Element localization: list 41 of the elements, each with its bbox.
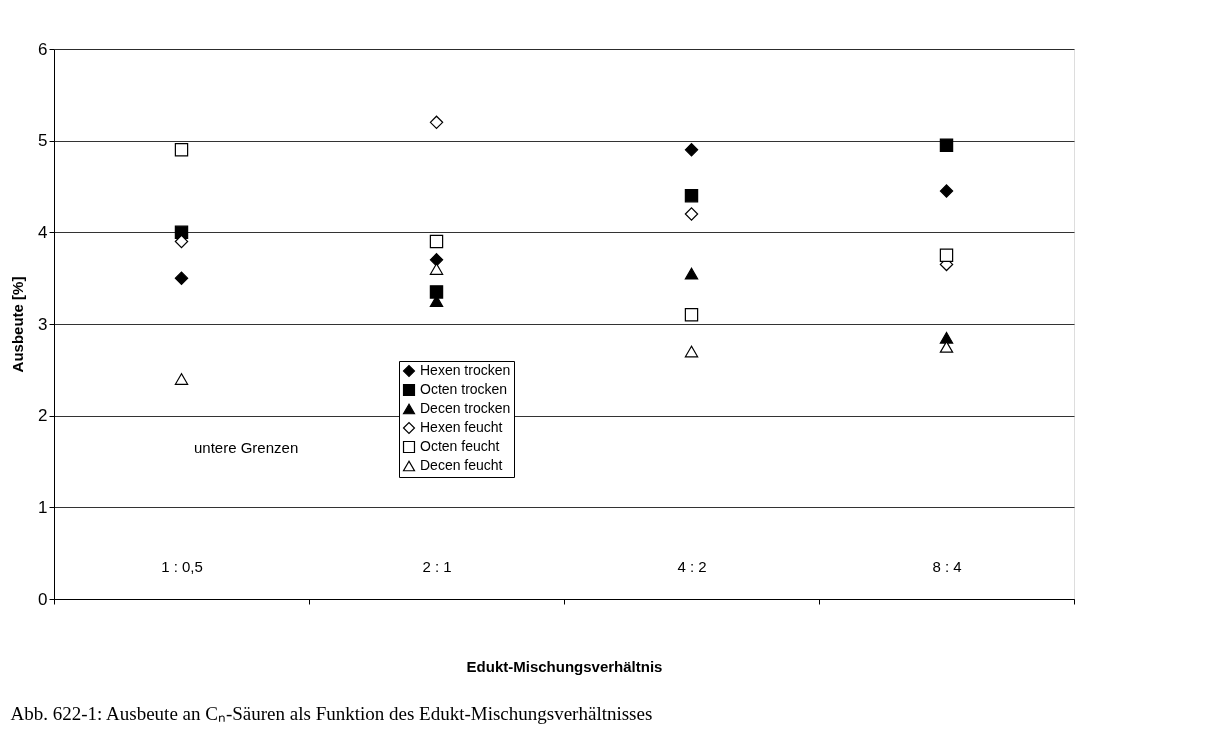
legend-label: Decen trocken <box>420 400 511 416</box>
point <box>174 143 189 157</box>
legend-label: Hexen feucht <box>420 419 503 435</box>
point <box>429 253 444 267</box>
y-tick-label: 0 <box>38 589 48 609</box>
y-tick-label: 5 <box>38 131 48 151</box>
point <box>684 267 699 280</box>
legend-label: Octen trocken <box>420 381 508 397</box>
point <box>939 138 954 152</box>
caption: Abb. 622-1: Ausbeute an Cₙ-Säuren als Funktion des Edukt-Mischungsverhältnisses <box>10 702 653 724</box>
point <box>429 285 444 299</box>
x-tick-label: 8 : 4 <box>932 557 962 575</box>
point <box>684 345 699 358</box>
y-tick-label: 6 <box>38 39 48 59</box>
point <box>684 207 699 221</box>
x-tick-label: 4 : 2 <box>677 557 707 575</box>
point <box>174 271 189 285</box>
legend-label: Octen feucht <box>420 438 500 454</box>
point <box>684 308 699 322</box>
point <box>939 341 954 353</box>
y-tick-label: 1 <box>38 497 48 517</box>
point <box>174 234 189 249</box>
annotation: untere Grenzen <box>194 438 299 456</box>
point <box>684 188 699 203</box>
y-tick-label: 4 <box>38 222 48 242</box>
point <box>174 373 189 385</box>
point <box>939 331 954 344</box>
x-tick-label: 2 : 1 <box>422 557 452 575</box>
point <box>939 184 954 198</box>
y-tick-label: 3 <box>38 314 48 334</box>
point <box>429 234 444 249</box>
point <box>684 143 699 157</box>
legend-label: Decen feucht <box>420 457 503 473</box>
y-axis-title: Ausbeute [%] <box>9 276 27 373</box>
x-axis-title: Edukt-Mischungsverhältnis <box>466 658 663 675</box>
point <box>429 115 444 130</box>
x-tick-label: 1 : 0,5 <box>161 557 203 575</box>
point <box>429 263 444 275</box>
y-tick-label: 2 <box>38 406 48 426</box>
legend-label: Hexen trocken <box>420 362 511 378</box>
point <box>939 248 954 262</box>
